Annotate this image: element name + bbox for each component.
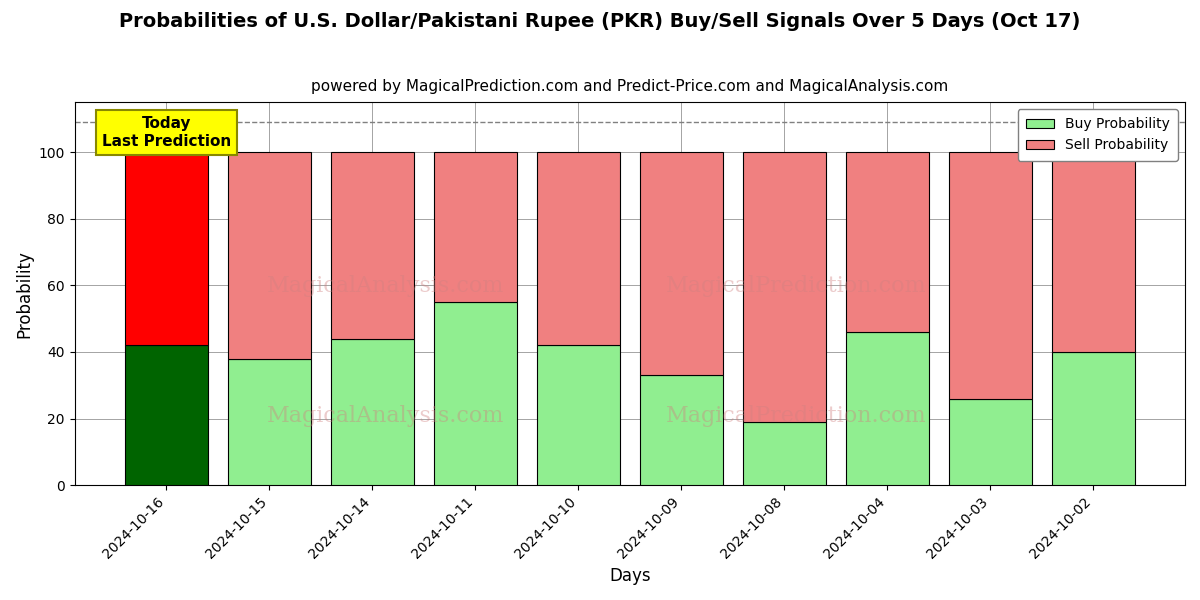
Bar [640,152,722,375]
Text: MagicalAnalysis.com: MagicalAnalysis.com [266,405,504,427]
Bar [743,422,826,485]
Bar [434,152,516,302]
Bar [538,345,619,485]
Bar [846,332,929,485]
Bar [331,152,414,338]
Title: powered by MagicalPrediction.com and Predict-Price.com and MagicalAnalysis.com: powered by MagicalPrediction.com and Pre… [311,79,948,94]
Text: MagicalAnalysis.com: MagicalAnalysis.com [266,275,504,297]
Bar [1052,152,1134,352]
Bar [949,398,1032,485]
Bar [846,152,929,332]
Text: MagicalPrediction.com: MagicalPrediction.com [666,405,926,427]
X-axis label: Days: Days [610,567,650,585]
Text: Today
Last Prediction: Today Last Prediction [102,116,230,149]
Bar [228,359,311,485]
Bar [949,152,1032,398]
Legend: Buy Probability, Sell Probability: Buy Probability, Sell Probability [1018,109,1178,161]
Bar [125,152,208,345]
Bar [331,338,414,485]
Bar [640,375,722,485]
Y-axis label: Probability: Probability [16,250,34,338]
Bar [125,345,208,485]
Bar [1052,352,1134,485]
Bar [228,152,311,359]
Bar [434,302,516,485]
Text: Probabilities of U.S. Dollar/Pakistani Rupee (PKR) Buy/Sell Signals Over 5 Days : Probabilities of U.S. Dollar/Pakistani R… [119,12,1081,31]
Bar [743,152,826,422]
Text: MagicalPrediction.com: MagicalPrediction.com [666,275,926,297]
Bar [538,152,619,345]
